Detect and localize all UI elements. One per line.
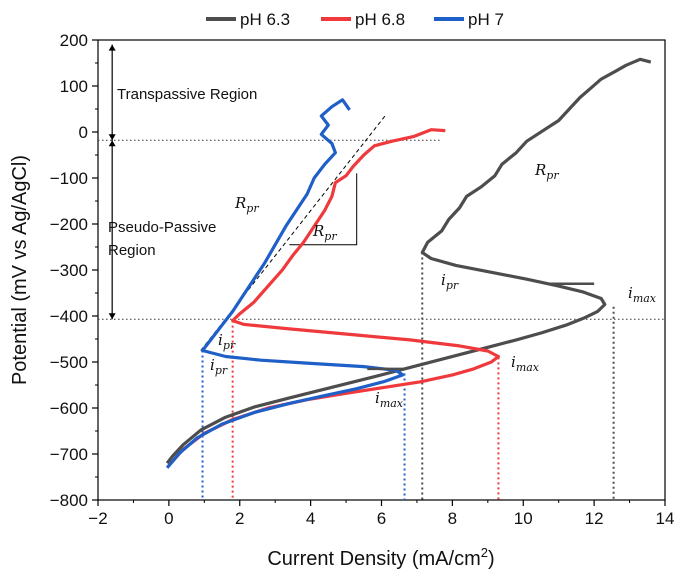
annotations: Transpassive Region Pseudo-Passive Regio… (108, 86, 657, 410)
y-tick-label: −800 (50, 491, 88, 510)
legend-label-ph68: pH 6.8 (355, 10, 405, 29)
ph68-rpr-label: Rpr (312, 222, 337, 243)
y-tick-label: −700 (50, 445, 88, 464)
x-tick-label: 14 (656, 509, 675, 528)
y-tick-label: −400 (50, 307, 88, 326)
legend: pH 6.3 pH 6.8 pH 7 (206, 10, 504, 29)
pseudo-passive-arrow-head-top (108, 140, 116, 147)
series-lines (165, 57, 652, 469)
ph63-ipr-label: ipr (441, 271, 459, 292)
pseudo-passive-arrow-head-bottom (108, 313, 116, 320)
plot-background (97, 39, 666, 501)
x-tick-label: 10 (514, 509, 533, 528)
x-axis-title: Current Density (mA/cm2) (267, 545, 494, 570)
x-tick-label: 4 (306, 509, 315, 528)
legend-label-ph63: pH 6.3 (240, 10, 290, 29)
series-line-2 (165, 98, 405, 469)
series-line-0 (165, 57, 652, 465)
y-tick-label: −300 (50, 261, 88, 280)
slope-triangle (289, 173, 358, 246)
ph63-rpr-label: Rpr (534, 161, 559, 182)
y-tick-label: 200 (60, 31, 88, 50)
y-axis-title: Potential (mV vs Ag/AgCl) (9, 155, 31, 385)
ph68-ipr-label: ipr (218, 331, 236, 352)
x-tick-label: 12 (585, 509, 604, 528)
x-tick-label: 2 (235, 509, 244, 528)
y-tick-label: −600 (50, 399, 88, 418)
series-line-1 (167, 128, 500, 467)
ph7-ipr-label: ipr (210, 356, 228, 377)
transpassive-label: Transpassive Region (117, 86, 257, 103)
pseudo-passive-label-1: Pseudo-Passive (108, 219, 216, 236)
y-tick-label: −100 (50, 169, 88, 188)
x-tick-label: 6 (377, 509, 386, 528)
pseudo-passive-label-2: Region (108, 242, 156, 259)
ph7-rpr-label: Rpr (234, 194, 259, 215)
transpassive-arrow-head-top (108, 44, 116, 51)
y-tick-label: 0 (79, 123, 88, 142)
ph63-imax-label: imax (628, 284, 657, 305)
y-tick-label: −500 (50, 353, 88, 372)
x-tick-label: 8 (448, 509, 457, 528)
x-tick-label: 0 (164, 509, 173, 528)
legend-label-ph7: pH 7 (468, 10, 504, 29)
y-tick-label: −200 (50, 215, 88, 234)
ph68-imax-label: imax (511, 353, 540, 374)
axis-ticks: −2 0 2 4 6 8 10 12 14 −800 −700 −600 −500 −400 −300 −20… (50, 31, 675, 528)
transpassive-arrow-head-bottom (108, 134, 116, 141)
ph7-imax-label: imax (375, 389, 404, 410)
y-tick-label: 100 (60, 77, 88, 96)
x-tick-label: −2 (88, 509, 107, 528)
